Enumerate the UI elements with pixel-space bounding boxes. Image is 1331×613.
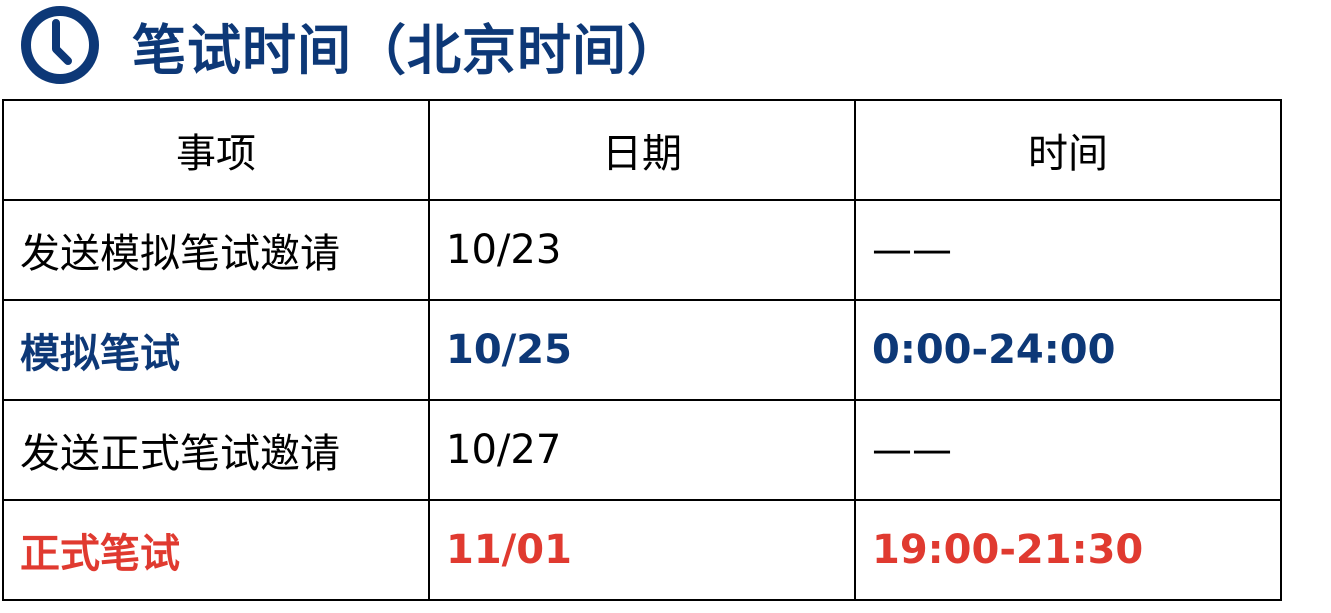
column-header: 日期: [428, 99, 856, 201]
clock-icon: [21, 6, 99, 84]
schedule-table: 事项 日期 时间 发送模拟笔试邀请 10/23 —— 模拟笔试 10/25 0:…: [2, 99, 1282, 601]
table-row: 发送模拟笔试邀请 10/23 ——: [2, 199, 1282, 301]
date-cell: 10/27: [428, 399, 856, 501]
section-header: 笔试时间（北京时间）: [20, 4, 682, 86]
column-header: 事项: [2, 99, 430, 201]
item-cell: 发送正式笔试邀请: [2, 399, 430, 501]
item-cell: 正式笔试: [2, 499, 430, 601]
column-header: 时间: [854, 99, 1282, 201]
table-row: 正式笔试 11/01 19:00-21:30: [2, 499, 1282, 601]
date-cell: 11/01: [428, 499, 856, 601]
table-header-row: 事项 日期 时间: [2, 99, 1282, 201]
item-cell: 模拟笔试: [2, 299, 430, 401]
time-cell: ——: [854, 199, 1282, 301]
date-cell: 10/23: [428, 199, 856, 301]
table-row: 模拟笔试 10/25 0:00-24:00: [2, 299, 1282, 401]
time-cell: ——: [854, 399, 1282, 501]
date-cell: 10/25: [428, 299, 856, 401]
page-title: 笔试时间（北京时间）: [132, 18, 682, 82]
time-cell: 0:00-24:00: [854, 299, 1282, 401]
item-cell: 发送模拟笔试邀请: [2, 199, 430, 301]
time-cell: 19:00-21:30: [854, 499, 1282, 601]
table-row: 发送正式笔试邀请 10/27 ——: [2, 399, 1282, 501]
